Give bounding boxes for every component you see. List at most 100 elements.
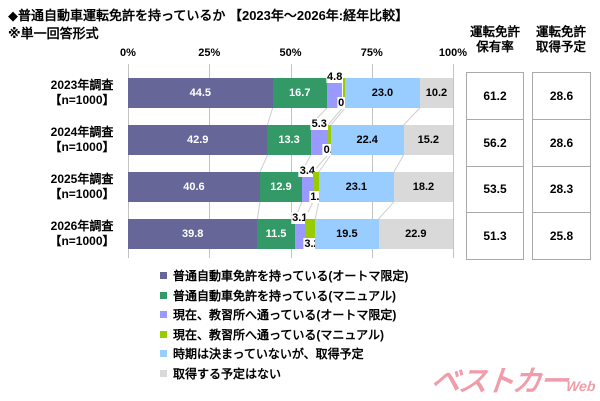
segment-value-label: 3.1	[291, 212, 309, 224]
acquisition-plan-header-line1: 運転免許	[535, 25, 587, 39]
ownership-rate-column: 61.2 56.2 53.5 51.3	[466, 72, 524, 260]
segment-value-label: 10.2	[425, 87, 448, 99]
legend-label: 時期は決まっていないが、取得予定	[173, 347, 364, 362]
watermark-suffix: Web	[565, 378, 597, 394]
bar-segment	[304, 219, 316, 249]
legend-item: 普通自動車免許を持っている(マニュアル)	[160, 286, 396, 305]
segment-value-label: 16.7	[289, 87, 311, 99]
bar-segment	[312, 172, 319, 202]
series-connector-line	[330, 107, 346, 126]
bar-segment	[315, 219, 379, 249]
category-n: 【n=1000】	[49, 234, 115, 248]
series-connector-line	[314, 201, 320, 220]
legend-label: 取得する予定はない	[173, 367, 282, 381]
category-year: 2025年調査	[50, 172, 114, 186]
category-year: 2026年調査	[50, 219, 114, 233]
x-axis-tick: 75%	[360, 47, 383, 59]
segment-value-label: 44.5	[189, 87, 212, 99]
table-cell: 53.5	[467, 167, 523, 214]
chart-title: ◆普通自動車運転免許を持っているか 【2023年～2026年:経年比較】	[8, 8, 409, 23]
segment-value-label: 19.5	[336, 228, 358, 240]
series-connector-line	[378, 201, 395, 220]
legend-item: 現在、教習所へ通っている(マニュアル)	[160, 325, 384, 344]
segment-value-label: 11.5	[265, 228, 287, 240]
series-connector-line	[403, 107, 421, 126]
acquisition-plan-header-line2: 取得予定	[535, 40, 587, 54]
segment-value-label: 42.9	[186, 134, 209, 146]
bar-segment	[342, 78, 346, 108]
x-axis-tick: 0%	[120, 47, 136, 59]
bar-segment	[257, 219, 295, 249]
bar-segment	[345, 78, 420, 108]
series-connector-line	[393, 154, 405, 173]
segment-value-label: 39.8	[181, 228, 204, 240]
table-cell: 61.2	[467, 73, 523, 120]
gridline	[290, 64, 292, 258]
segment-value-label: 15.2	[417, 134, 440, 146]
bar-segment	[294, 219, 305, 249]
legend-label: 普通自動車免許を持っている(マニュアル)	[173, 288, 397, 303]
legend-swatch	[160, 311, 167, 319]
gridline	[128, 64, 129, 258]
table-cell: 56.2	[467, 120, 523, 167]
acquisition-plan-column: 28.6 28.6 28.3 25.8	[532, 72, 591, 260]
bar-segment	[259, 172, 302, 202]
series-connector-line	[318, 154, 332, 173]
category-year: 2024年調査	[50, 125, 114, 139]
category-label: 2023年調査 【n=1000】	[34, 78, 130, 108]
gridline	[453, 64, 454, 258]
segment-value-label: 22.9	[405, 228, 427, 240]
segment-value-label: 40.6	[183, 181, 205, 193]
watermark-text: ベストカー	[429, 366, 569, 398]
category-n: 【n=1000】	[49, 140, 115, 154]
series-connector-line	[259, 154, 268, 173]
segment-value-label: 18.2	[412, 181, 435, 193]
table-cell: 25.8	[549, 229, 574, 244]
segment-value-label: 12.9	[270, 181, 292, 193]
category-label: 2025年調査 【n=1000】	[34, 172, 130, 202]
x-axis-tick: 25%	[198, 47, 221, 59]
segment-value-label: 4.8	[326, 71, 344, 83]
legend-swatch	[160, 370, 167, 377]
table-cell: 28.3	[533, 167, 590, 214]
legend-item: 普通自動車免許を持っている(オートマ限定)	[160, 266, 408, 285]
table-cell: 51.3	[483, 229, 507, 244]
bar-segment	[301, 172, 313, 202]
legend-swatch	[160, 330, 167, 338]
segment-value-label: 23.1	[345, 181, 368, 193]
table-cell: 28.6	[533, 73, 590, 120]
category-n: 【n=1000】	[49, 93, 115, 107]
legend-item: 現在、教習所へ通っている(オートマ限定)	[160, 305, 396, 324]
x-axis-tick: 50%	[279, 47, 302, 59]
ownership-rate-header-line1: 運転免許	[469, 25, 521, 39]
legend-swatch	[160, 291, 167, 299]
bar-segment	[419, 78, 453, 108]
legend-label: 現在、教習所へ通っている(オートマ限定)	[173, 308, 397, 323]
series-connector-line	[327, 107, 343, 126]
bar-segment	[393, 172, 453, 202]
legend-swatch	[160, 272, 167, 279]
bar-segment	[272, 78, 327, 108]
bar-segment	[128, 172, 260, 202]
acquisition-plan-header: 運転免許 取得予定	[536, 25, 586, 55]
category-n: 【n=1000】	[49, 187, 115, 201]
bar-segment	[378, 219, 453, 249]
bar-segment	[403, 125, 453, 155]
legend-swatch	[160, 350, 167, 358]
segment-value-label: 22.4	[356, 134, 378, 146]
gridline	[209, 64, 211, 258]
answer-format-note: ※単一回答形式	[8, 26, 99, 41]
table-cell: 28.6	[533, 120, 590, 167]
gridline	[371, 64, 373, 258]
category-label: 2024年調査 【n=1000】	[34, 125, 130, 155]
bar-segment	[267, 125, 311, 155]
category-label: 2026年調査 【n=1000】	[34, 219, 130, 249]
bar-segment	[128, 125, 268, 155]
x-axis-tick: 100%	[438, 47, 468, 59]
segment-value-label: 3.4	[298, 165, 317, 177]
bar-segment	[330, 125, 404, 155]
segment-value-label: 23.0	[371, 87, 394, 99]
legend-label: 普通自動車免許を持っている(オートマ限定)	[173, 269, 409, 283]
legend-label: 現在、教習所へ通っている(マニュアル)	[173, 327, 385, 342]
